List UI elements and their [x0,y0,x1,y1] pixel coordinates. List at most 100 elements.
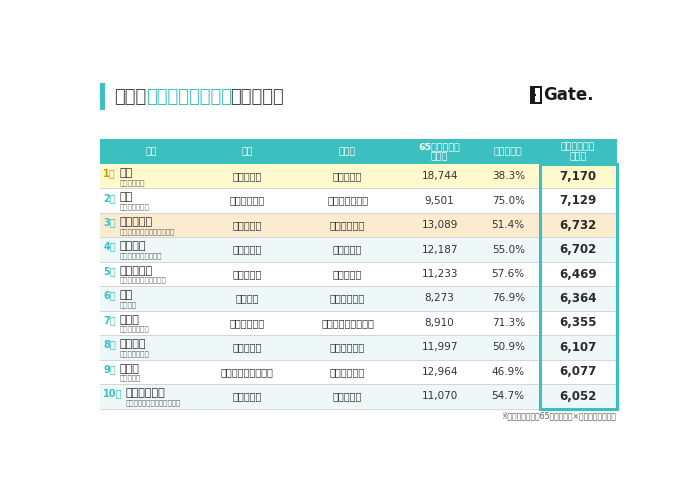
Text: 荒川区荒川: 荒川区荒川 [333,269,363,279]
Text: 大島: 大島 [120,168,133,178]
Text: 志津: 志津 [120,290,133,300]
Text: （シヅ）: （シヅ） [120,301,136,308]
Text: 4位: 4位 [103,241,116,252]
Text: 50.9%: 50.9% [492,342,525,352]
Text: （オオシマ）: （オオシマ） [120,179,145,186]
Bar [100,286,617,311]
Text: Gate.: Gate. [543,86,594,104]
Text: 18,744: 18,744 [421,171,458,181]
Text: 76.9%: 76.9% [491,294,525,304]
Text: 墨田区京島: 墨田区京島 [333,244,363,254]
Text: ランキング: ランキング [230,88,284,106]
Text: 6,732: 6,732 [560,219,597,232]
Text: 11,233: 11,233 [421,269,458,279]
Text: 三ノ輪: 三ノ輪 [120,364,139,374]
Text: 51.4%: 51.4% [491,220,525,230]
Text: 7,129: 7,129 [560,194,597,207]
Text: 65歳以上人数
（人）: 65歳以上人数 （人） [419,142,461,161]
Text: 8,910: 8,910 [425,318,454,328]
Text: （オオブクロ）: （オオブクロ） [120,203,149,210]
Text: 9,501: 9,501 [425,196,454,206]
Bar [532,88,539,102]
Text: 46.9%: 46.9% [491,367,525,377]
Bar [530,86,541,104]
Text: （ミノワ）: （ミノワ） [120,375,141,381]
Text: 駅住所: 駅住所 [339,147,356,156]
Bar [100,311,617,335]
Text: 6,702: 6,702 [560,243,597,256]
Bar [100,335,617,360]
Text: 54.7%: 54.7% [491,391,525,402]
Bar [100,360,617,384]
Bar [530,86,535,104]
Bar [540,164,617,409]
Text: 上永谷: 上永谷 [120,315,139,325]
Text: 71.3%: 71.3% [491,318,525,328]
Text: 5位: 5位 [103,266,116,276]
Text: 57.6%: 57.6% [491,269,525,279]
Text: 7,170: 7,170 [560,170,596,183]
Bar [530,94,537,96]
Text: 9位: 9位 [103,364,116,374]
Text: 荒川区南千住: 荒川区南千住 [330,342,365,352]
Text: 路線: 路線 [242,147,253,156]
Text: 都電荒川線: 都電荒川線 [232,220,262,230]
Text: 都営新宿線: 都営新宿線 [232,171,262,181]
Bar [100,139,617,164]
Text: （アラカワイッチュウマエ）: （アラカワイッチュウマエ） [120,228,175,235]
Text: 持ち家比率: 持ち家比率 [494,147,523,156]
Text: 台東区三ノ輪: 台東区三ノ輪 [330,367,365,377]
Text: 13,089: 13,089 [421,220,458,230]
Text: 京成押上線: 京成押上線 [232,244,262,254]
Text: 相続発生推計駅別: 相続発生推計駅別 [146,88,232,106]
Text: 江東区大島: 江東区大島 [333,171,363,181]
Text: ※相続予備人数＝65歳以上人数×持ち家比率で算出: ※相続予備人数＝65歳以上人数×持ち家比率で算出 [502,412,617,420]
Text: （アラカワクヤクショマエ）: （アラカワクヤクショマエ） [125,399,180,406]
Text: 10位: 10位 [103,388,122,399]
Text: 2位: 2位 [103,193,116,203]
Text: （ミノワバシ）: （ミノワバシ） [120,350,149,357]
Text: 荒川区荒川: 荒川区荒川 [333,391,363,402]
Bar [100,262,617,286]
Text: 3位: 3位 [103,217,116,227]
Text: 京成本線: 京成本線 [236,294,259,304]
Text: 6,364: 6,364 [560,292,597,305]
Text: 6位: 6位 [103,291,116,301]
Text: 6,107: 6,107 [560,341,597,354]
Text: 6,077: 6,077 [560,365,597,378]
Text: 都電荒川線: 都電荒川線 [232,269,262,279]
Text: 荒川区役所前: 荒川区役所前 [125,388,165,398]
Text: 12,187: 12,187 [421,244,458,254]
Text: （カミナガヤ）: （カミナガヤ） [120,326,149,333]
Text: 11,070: 11,070 [422,391,458,402]
Text: 1位: 1位 [103,168,116,178]
Text: 7位: 7位 [103,315,116,325]
Bar [100,164,617,188]
Text: 11,997: 11,997 [421,342,458,352]
Text: 荒川一中前: 荒川一中前 [120,217,152,227]
Text: 都電荒川線: 都電荒川線 [232,342,262,352]
Bar [100,83,105,110]
Text: 8,273: 8,273 [425,294,454,304]
Text: 6,469: 6,469 [560,268,597,281]
Text: 駅名: 駅名 [145,147,157,156]
Text: 6,355: 6,355 [560,317,597,330]
Text: 三ノ輪橋: 三ノ輪橋 [120,339,146,349]
Text: 東京メトロ日比谷線: 東京メトロ日比谷線 [221,367,274,377]
Text: 関東・: 関東・ [115,88,147,106]
Text: 相続予備人数
（人）: 相続予備人数 （人） [561,142,596,161]
Bar [100,237,617,262]
Bar [100,188,617,213]
Text: 佐倉市上志津: 佐倉市上志津 [330,294,365,304]
Text: 6,052: 6,052 [560,390,597,403]
Text: 横浜市港南区丸山台: 横浜市港南区丸山台 [321,318,374,328]
Text: 55.0%: 55.0% [492,244,525,254]
Text: 大袋: 大袋 [120,192,133,202]
Text: 東武伊勢崎線: 東武伊勢崎線 [230,196,265,206]
Text: 75.0%: 75.0% [492,196,525,206]
Text: 都電荒川線: 都電荒川線 [232,391,262,402]
Text: （アラカワニチョウメ）: （アラカワニチョウメ） [120,277,166,283]
Text: 京成曳舟: 京成曳舟 [120,241,146,252]
Text: 38.3%: 38.3% [491,171,525,181]
Text: 荒川区南千住: 荒川区南千住 [330,220,365,230]
